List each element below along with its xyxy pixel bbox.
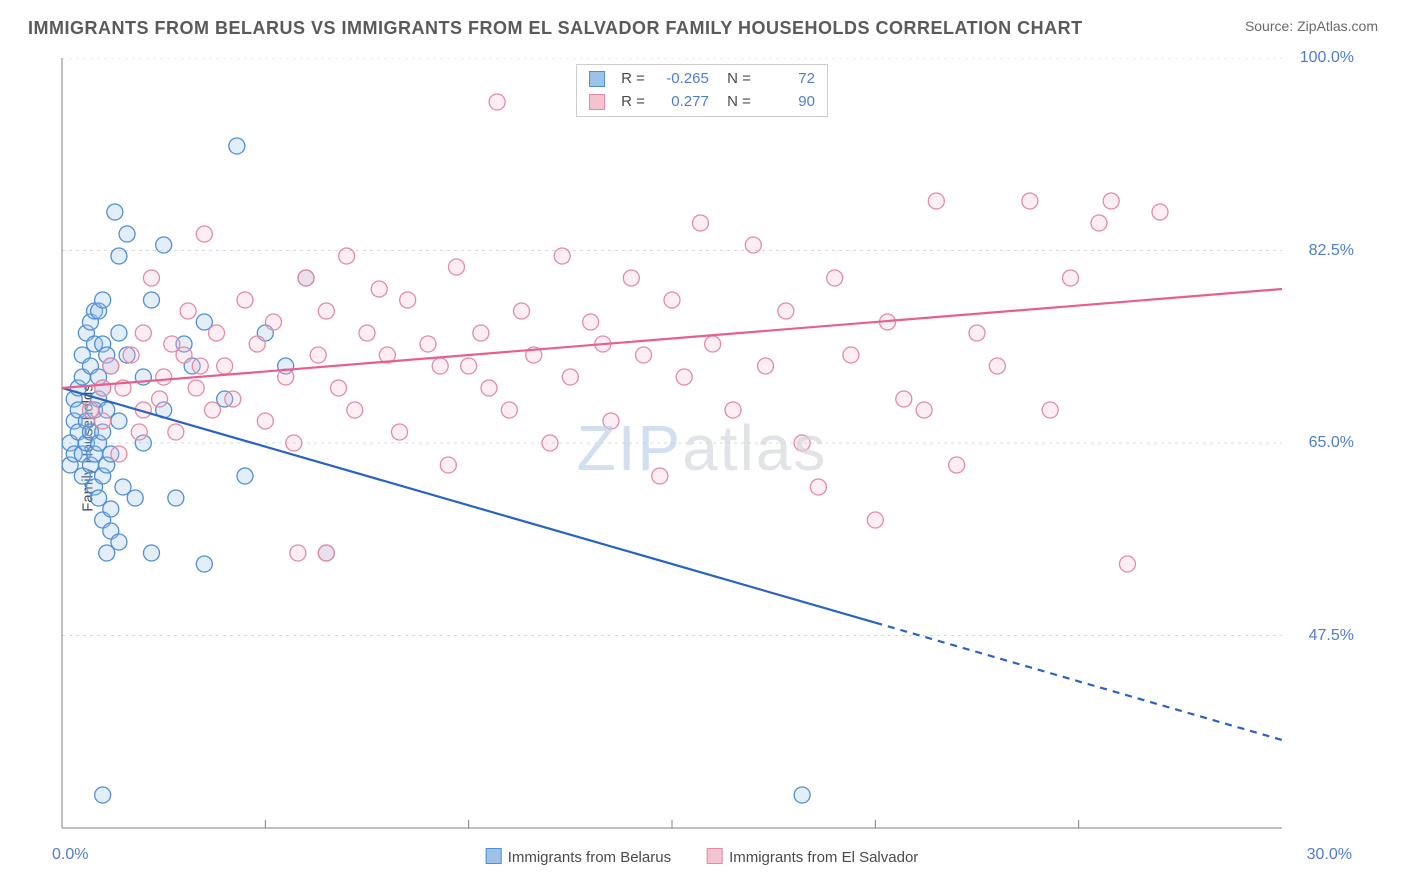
y-tick-label: 82.5% <box>1309 242 1354 260</box>
series-legend: Immigrants from Belarus Immigrants from … <box>486 848 919 866</box>
r-label: R = <box>621 68 645 91</box>
r-value-elsalvador: 0.277 <box>655 91 709 114</box>
legend-label-elsalvador: Immigrants from El Salvador <box>729 849 918 866</box>
x-tick-label: 0.0% <box>52 846 88 864</box>
correlation-legend: R = -0.265 N = 72 R = 0.277 N = 90 <box>576 64 828 117</box>
n-value-belarus: 72 <box>761 68 815 91</box>
chart-title: IMMIGRANTS FROM BELARUS VS IMMIGRANTS FR… <box>28 18 1083 39</box>
y-tick-label: 47.5% <box>1309 627 1354 645</box>
n-value-elsalvador: 90 <box>761 91 815 114</box>
y-tick-label: 65.0% <box>1309 434 1354 452</box>
swatch-belarus <box>486 848 502 864</box>
r-value-belarus: -0.265 <box>655 68 709 91</box>
swatch-belarus <box>589 71 605 87</box>
n-label: N = <box>719 68 751 91</box>
header: IMMIGRANTS FROM BELARUS VS IMMIGRANTS FR… <box>0 0 1406 47</box>
source-attribution: Source: ZipAtlas.com <box>1245 18 1378 34</box>
legend-item-belarus: Immigrants from Belarus <box>486 848 671 866</box>
legend-row-elsalvador: R = 0.277 N = 90 <box>589 91 815 114</box>
r-label: R = <box>621 91 645 114</box>
legend-item-elsalvador: Immigrants from El Salvador <box>707 848 918 866</box>
scatter-plot <box>52 58 1352 838</box>
x-tick-label: 30.0% <box>1307 846 1352 864</box>
swatch-elsalvador <box>707 848 723 864</box>
y-tick-label: 100.0% <box>1300 49 1354 67</box>
legend-row-belarus: R = -0.265 N = 72 <box>589 68 815 91</box>
legend-label-belarus: Immigrants from Belarus <box>508 849 671 866</box>
n-label: N = <box>719 91 751 114</box>
swatch-elsalvador <box>589 94 605 110</box>
chart-area: Family Households ZIPatlas R = -0.265 N … <box>52 58 1352 838</box>
